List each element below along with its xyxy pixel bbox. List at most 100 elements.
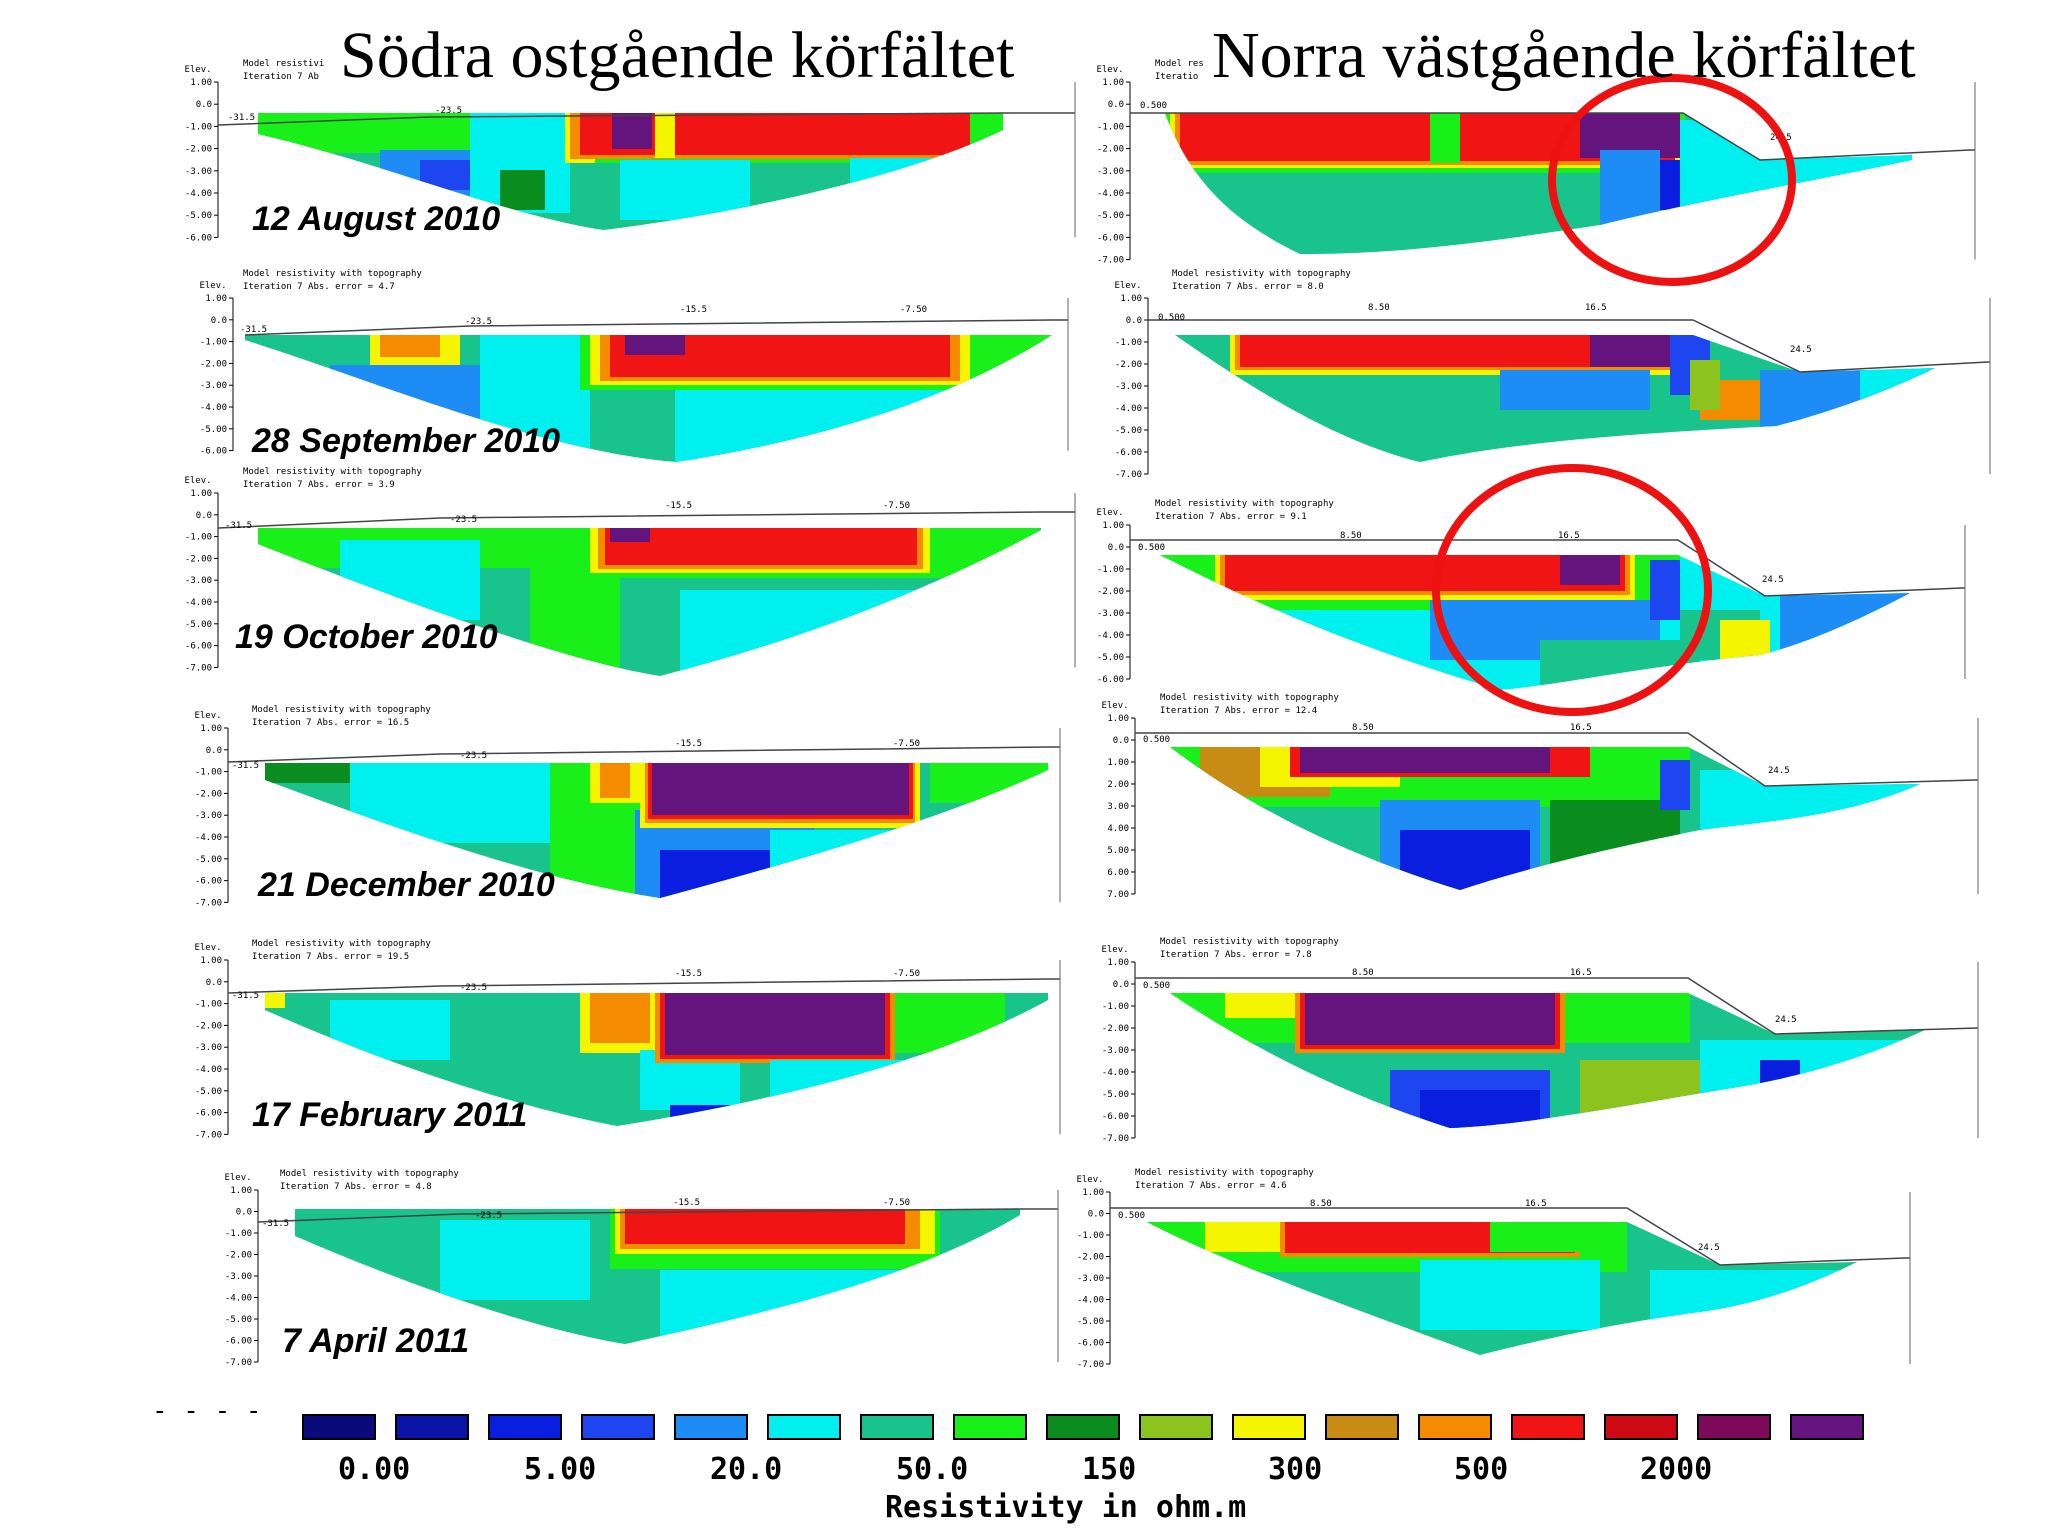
elev-tick-label: 0.0 xyxy=(206,978,222,988)
x-tick-label: -31.5 xyxy=(232,991,259,1001)
header-line: Model resistivity with topography xyxy=(252,939,431,949)
elev-tick-label: -5.00 xyxy=(1077,1317,1104,1327)
topography-line xyxy=(1135,977,1979,1035)
panel-header: Model resistivity with topography Iterati… xyxy=(1160,936,1339,962)
topography-line xyxy=(257,1208,1058,1223)
elev-tick-label: 1.00 xyxy=(1102,521,1124,531)
topography-line xyxy=(1110,1207,1910,1266)
elev-tick-label: -2.00 xyxy=(185,554,212,564)
elev-tick-label: -1.00 xyxy=(200,338,227,348)
elev-tick-label: 1.00 xyxy=(1107,958,1129,968)
x-tick-label: -23.5 xyxy=(465,317,492,327)
elev-tick-label: -6.00 xyxy=(1077,1339,1104,1349)
elev-tick-label: 1.00 xyxy=(190,78,212,88)
topography-line xyxy=(1130,539,1965,597)
colorbar-tick-label: 300 xyxy=(1268,1452,1323,1487)
elev-tick-label: 1.00 xyxy=(200,956,222,966)
elev-tick-label: -3.00 xyxy=(225,1272,252,1282)
elev-tick-label: -6.00 xyxy=(225,1337,252,1347)
header-line: Iteration 7 Abs. error = 9.1 xyxy=(1155,512,1307,522)
panel-header: Model resistivity with topography Iterati… xyxy=(1172,268,1351,294)
colorbar-swatch xyxy=(953,1414,1027,1440)
elev-tick-label: -1.00 xyxy=(195,1000,222,1010)
x-tick-label: 0.500 xyxy=(1118,1211,1145,1221)
x-tick-label: 8.50 xyxy=(1340,531,1362,541)
header-line: Model resistivity with topography xyxy=(243,467,422,477)
elev-tick-label: 0.0 xyxy=(206,746,222,756)
header-line: Model resistivity with topography xyxy=(1160,937,1339,947)
header-line: Model resistivi xyxy=(243,59,325,69)
elev-tick-label: -5.00 xyxy=(195,855,222,865)
colorbar-swatch xyxy=(1418,1414,1492,1440)
right-panel-feb-2011 xyxy=(1170,993,1925,1128)
elev-tick-label: -5.00 xyxy=(200,425,227,435)
elev-tick-label: -6.00 xyxy=(200,447,227,457)
header-line: Iteration 7 Abs. error = 4.6 xyxy=(1135,1181,1287,1191)
panel-header: Model resistivity with topography Iterati… xyxy=(252,938,431,964)
date-label: 7 April 2011 xyxy=(282,1322,470,1360)
colorbar-swatch xyxy=(581,1414,655,1440)
header-line: Iteration 7 Abs. error = 4.7 xyxy=(243,282,395,292)
elev-tick-label: 2.00 xyxy=(1107,780,1129,790)
colorbar-tick-label: 50.0 xyxy=(896,1452,969,1487)
colorbar-swatch xyxy=(488,1414,562,1440)
header-line: Iteration 7 Abs. error = 16.5 xyxy=(252,718,410,728)
x-tick-label: -15.5 xyxy=(680,305,707,315)
elev-tick-label: 0.0 xyxy=(196,511,212,521)
elev-tick-label: -3.00 xyxy=(1077,1274,1104,1284)
elev-tick-label: -6.00 xyxy=(195,1109,222,1119)
elev-tick-label: 0.0 xyxy=(196,100,212,110)
elev-tick-label: 1.00 xyxy=(200,724,222,734)
colorbar-swatch xyxy=(1511,1414,1585,1440)
elev-tick-label: 3.00 xyxy=(1107,802,1129,812)
x-tick-label: 0.500 xyxy=(1143,735,1170,745)
x-tick-label: 24.5 xyxy=(1775,1015,1797,1025)
x-tick-label: -31.5 xyxy=(240,325,267,335)
elev-tick-label: -6.00 xyxy=(1115,448,1142,458)
elev-axis-label: Elev. xyxy=(194,943,221,953)
elev-tick-label: -3.00 xyxy=(195,1043,222,1053)
elev-tick-label: 1.00 xyxy=(1102,78,1124,88)
elev-tick-label: -1.00 xyxy=(185,533,212,543)
elev-tick-label: -4.00 xyxy=(1097,189,1124,199)
elev-tick-label: -7.00 xyxy=(1077,1360,1104,1370)
dash-mark: - - - - xyxy=(152,1396,262,1426)
colorbar-swatch xyxy=(674,1414,748,1440)
elev-tick-label: 1.00 xyxy=(190,489,212,499)
x-tick-label: -31.5 xyxy=(225,521,252,531)
elev-tick-label: 1.00 xyxy=(1107,714,1129,724)
x-tick-label: -7.50 xyxy=(883,501,910,511)
elev-tick-label: -5.00 xyxy=(1097,653,1124,663)
colorbar-tick-label: 20.0 xyxy=(710,1452,783,1487)
elev-tick-label: 1.00 xyxy=(230,1186,252,1196)
x-tick-label: 0.500 xyxy=(1143,981,1170,991)
elev-tick-label: 0.0 xyxy=(1108,543,1124,553)
panel-header: Model resistivi Iteration 7 Ab xyxy=(243,58,324,84)
elev-tick-label: -5.00 xyxy=(225,1315,252,1325)
header-line: Iteration 7 Abs. error = 12.4 xyxy=(1160,706,1318,716)
elev-axis-label: Elev. xyxy=(194,711,221,721)
annotation-circle-oct xyxy=(1432,464,1712,716)
elev-tick-label: -6.00 xyxy=(1097,675,1124,685)
x-tick-label: 8.50 xyxy=(1310,1199,1332,1209)
elev-tick-label: -6.00 xyxy=(185,233,212,243)
x-tick-label: -7.50 xyxy=(883,1198,910,1208)
elev-tick-label: -3.00 xyxy=(200,381,227,391)
header-line: Iteration 7 Abs. error = 7.8 xyxy=(1160,950,1312,960)
elev-axis-label: Elev. xyxy=(1096,65,1123,75)
x-tick-label: -23.5 xyxy=(435,106,462,116)
right-column-title: Norra västgående körfältet xyxy=(1212,19,1916,92)
x-tick-label: 16.5 xyxy=(1570,723,1592,733)
elev-tick-label: 7.00 xyxy=(1107,890,1129,900)
elev-tick-label: -4.00 xyxy=(225,1294,252,1304)
elev-axis-label: Elev. xyxy=(1101,701,1128,711)
elev-tick-label: 5.00 xyxy=(1107,846,1129,856)
elev-axis-label: Elev. xyxy=(1101,945,1128,955)
colorbar-swatch xyxy=(1232,1414,1306,1440)
elev-tick-label: -4.00 xyxy=(200,403,227,413)
left-panel-oct-2010 xyxy=(258,528,1041,676)
elev-axis-label: Elev. xyxy=(184,65,211,75)
elev-tick-label: -2.00 xyxy=(1077,1253,1104,1263)
elev-tick-label: 6.00 xyxy=(1107,868,1129,878)
